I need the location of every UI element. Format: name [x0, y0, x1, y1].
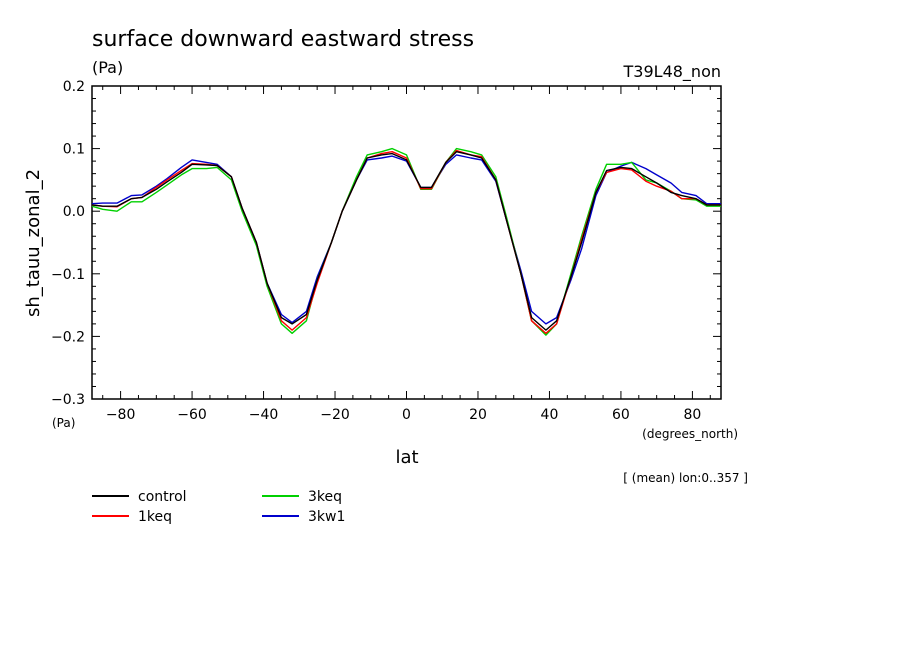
legend-label-3keq: 3keq: [308, 489, 342, 505]
y-tick-label: −0.3: [51, 392, 85, 408]
plot-area: −80 −60 −40 −20 0 20 40 60 80 −0.3 −0.2 −0.1 0.0 0.1 0…: [51, 79, 722, 423]
y-tick-label: 0.1: [63, 142, 85, 158]
legend-label-control: control: [138, 489, 187, 505]
x-tick-label: −80: [106, 407, 136, 423]
x-tick-label: 40: [541, 407, 559, 423]
series-line-1keq: [91, 149, 721, 334]
y-tick-label: 0.0: [63, 204, 85, 220]
x-tick-label: 60: [612, 407, 630, 423]
legend-label-1keq: 1keq: [138, 509, 172, 525]
plot-frame: [91, 85, 722, 400]
legend: control 1keq 3keq 3kw1: [92, 489, 345, 525]
title-unit: (Pa): [92, 58, 123, 77]
y-tick-label: −0.1: [51, 267, 85, 283]
series-line-3keq: [91, 147, 721, 336]
chart-title: surface downward eastward stress: [92, 27, 474, 52]
legend-label-3kw1: 3kw1: [308, 509, 345, 525]
x-tick-label: −20: [320, 407, 350, 423]
x-tick-label: −40: [249, 407, 279, 423]
series-line-control: [91, 150, 721, 331]
y-tick-label: −0.2: [51, 329, 85, 345]
x-axis-unit: (degrees_north): [642, 427, 738, 441]
y-tick-label: 0.2: [63, 79, 85, 95]
run-label: T39L48_non: [623, 62, 721, 82]
series-line-3kw1: [91, 154, 721, 325]
x-tick-label: 0: [402, 407, 411, 423]
y-axis-label: sh_tauu_zonal_2: [23, 169, 44, 317]
annotation: [ (mean) lon:0..357 ]: [623, 471, 748, 485]
x-axis-label: lat: [395, 447, 418, 468]
x-tick-label: 20: [469, 407, 487, 423]
y-axis-unit: (Pa): [52, 416, 75, 430]
x-tick-label: 80: [683, 407, 701, 423]
x-tick-label: −60: [177, 407, 207, 423]
axis-ticks: −80 −60 −40 −20 0 20 40 60 80 −0.3 −0.2 −0.1 0.0 0.1 0…: [51, 79, 721, 423]
series-lines: [91, 147, 721, 336]
